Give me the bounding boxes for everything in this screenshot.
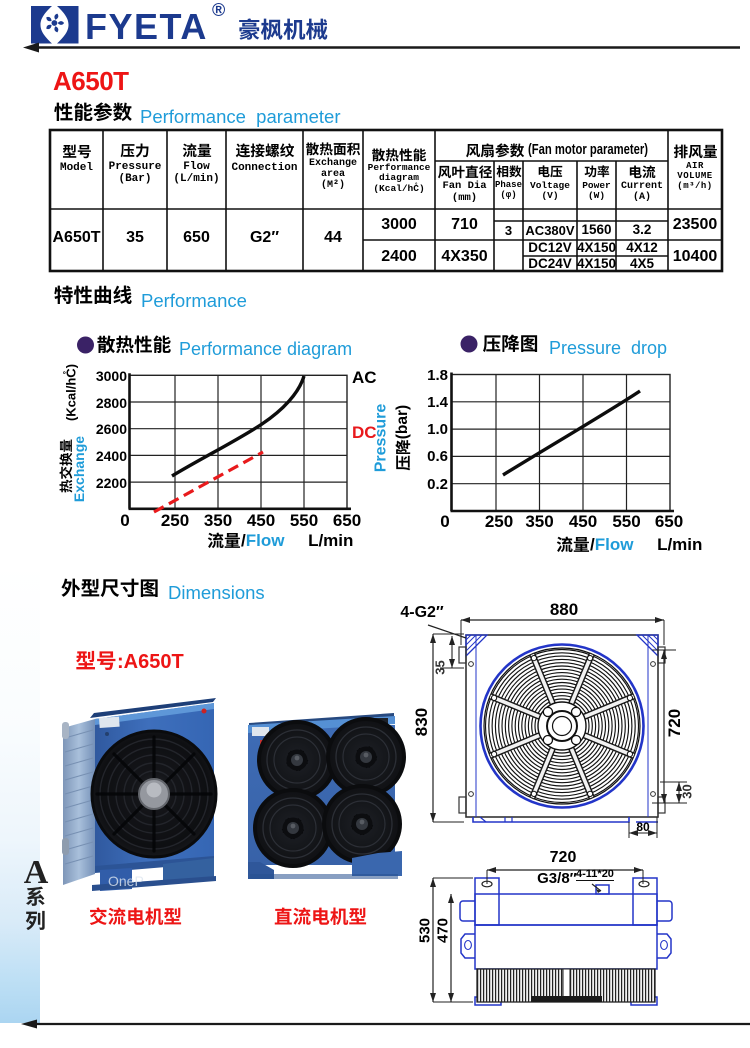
svg-text:OneP: OneP	[108, 873, 144, 889]
